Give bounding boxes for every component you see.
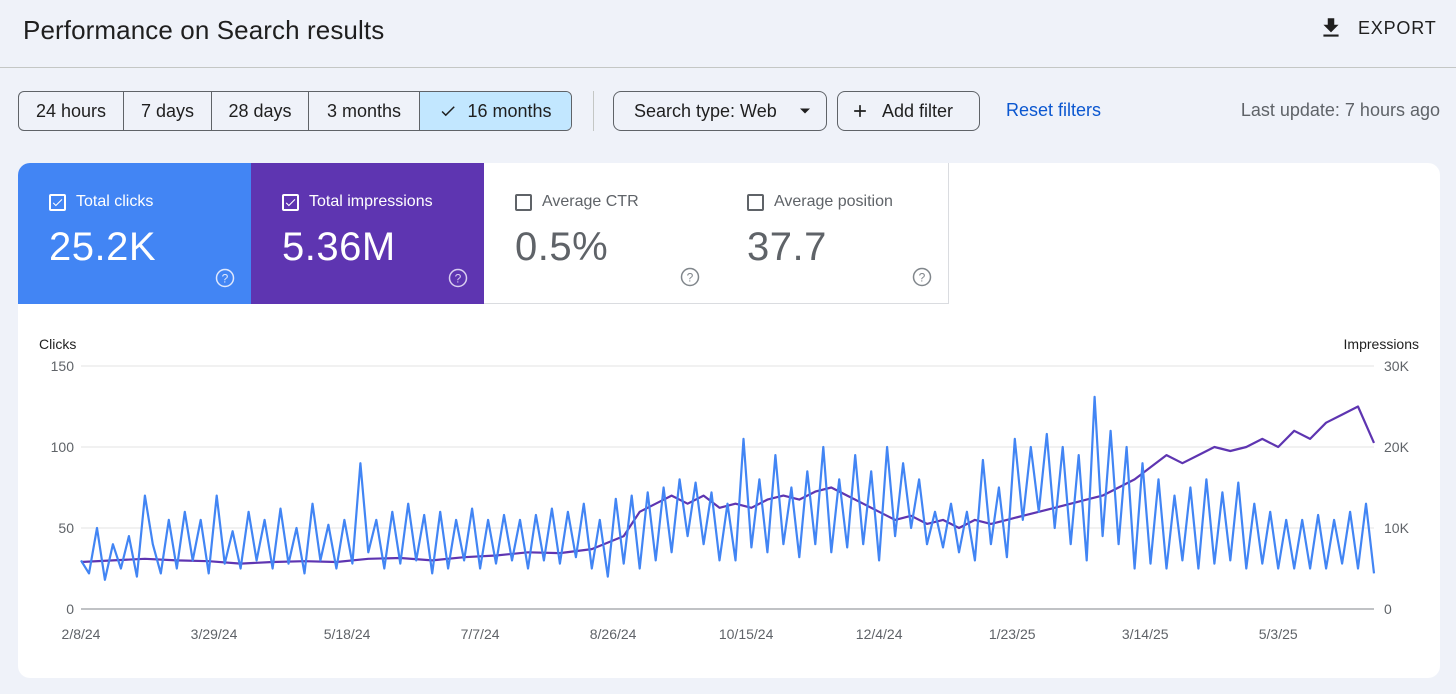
left-axis-title: Clicks (39, 336, 76, 352)
date-range-7-days[interactable]: 7 days (124, 92, 212, 130)
x-axis-tick-label: 7/7/24 (461, 626, 500, 642)
filter-bar: 24 hours 7 days 28 days 3 months 16 mont… (18, 91, 1448, 131)
help-icon[interactable]: ? (680, 267, 700, 287)
metric-total-impressions[interactable]: Total impressions 5.36M ? (251, 163, 484, 304)
impressions-series-line (80, 405, 1376, 565)
export-button[interactable]: EXPORT (1318, 12, 1437, 44)
date-range-24-hours[interactable]: 24 hours (19, 92, 124, 130)
left-axis-tick-label: 50 (58, 520, 74, 536)
date-range-selector: 24 hours 7 days 28 days 3 months 16 mont… (18, 91, 572, 131)
metric-average-ctr[interactable]: Average CTR 0.5% ? (484, 163, 717, 304)
x-axis-tick-label: 5/3/25 (1259, 626, 1298, 642)
add-filter-button[interactable]: Add filter (837, 91, 980, 131)
page-title: Performance on Search results (23, 15, 385, 45)
help-icon[interactable]: ? (448, 268, 468, 288)
metric-value: 37.7 (747, 225, 827, 269)
metric-average-position[interactable]: Average position 37.7 ? (716, 163, 949, 304)
performance-chart: 150 30K 100 20K 50 10K 0 0 Clicks Impressions 2/8/… (39, 336, 1419, 642)
x-axis-tick-label: 3/29/24 (191, 626, 238, 642)
svg-text:?: ? (687, 271, 694, 285)
dropdown-arrow-icon (799, 108, 810, 114)
export-label: EXPORT (1358, 17, 1437, 38)
clicks-series-line (80, 395, 1376, 581)
right-axis-tick-label: 0 (1384, 601, 1392, 617)
help-icon[interactable]: ? (215, 268, 235, 288)
metric-label: Average CTR (542, 193, 639, 210)
right-axis-tick-label: 20K (1384, 439, 1410, 455)
date-range-label: 3 months (326, 100, 402, 121)
date-range-label: 7 days (140, 100, 195, 121)
x-axis-tick-label: 1/23/25 (989, 626, 1036, 642)
date-range-16-months[interactable]: 16 months (420, 92, 571, 130)
metric-value: 0.5% (515, 225, 609, 269)
svg-text:?: ? (919, 271, 926, 285)
checkbox-unchecked-icon[interactable] (515, 193, 532, 211)
metric-label: Total impressions (309, 193, 433, 210)
date-range-28-days[interactable]: 28 days (212, 92, 309, 130)
page-header: Performance on Search results EXPORT (0, 0, 1456, 68)
search-type-label: Search type: Web (634, 100, 777, 121)
left-axis-tick-label: 150 (51, 358, 75, 374)
metric-value: 25.2K (49, 225, 157, 269)
date-range-label: 16 months (467, 100, 552, 121)
date-range-3-months[interactable]: 3 months (309, 92, 420, 130)
date-range-label: 24 hours (35, 100, 107, 121)
x-axis-tick-label: 10/15/24 (719, 626, 774, 642)
checkbox-checked-icon[interactable] (49, 193, 66, 211)
metric-label: Average position (774, 193, 893, 210)
metric-label: Total clicks (76, 193, 154, 210)
left-axis-tick-label: 100 (51, 439, 75, 455)
performance-card: Total clicks 25.2K ? Total impressions 5… (18, 163, 1440, 678)
metric-value: 5.36M (282, 225, 396, 269)
x-axis-tick-label: 8/26/24 (590, 626, 637, 642)
metric-total-clicks[interactable]: Total clicks 25.2K ? (18, 163, 251, 304)
svg-text:?: ? (222, 272, 229, 286)
right-axis-tick-label: 10K (1384, 520, 1410, 536)
x-axis-tick-label: 3/14/25 (1122, 626, 1169, 642)
plus-icon (854, 105, 866, 117)
checkbox-unchecked-icon[interactable] (747, 193, 764, 211)
check-icon (442, 106, 456, 117)
search-type-dropdown[interactable]: Search type: Web (613, 91, 827, 131)
x-axis-tick-label: 12/4/24 (856, 626, 903, 642)
checkbox-checked-icon[interactable] (282, 193, 299, 211)
date-range-label: 28 days (228, 100, 292, 121)
svg-text:?: ? (455, 272, 462, 286)
add-filter-label: Add filter (882, 100, 954, 121)
left-axis-tick-label: 0 (66, 601, 74, 617)
right-axis-title: Impressions (1344, 336, 1419, 352)
x-axis-tick-label: 5/18/24 (324, 626, 371, 642)
x-axis-tick-label: 2/8/24 (62, 626, 101, 642)
reset-filters-link[interactable]: Reset filters (1006, 100, 1102, 120)
download-icon (1323, 18, 1339, 37)
last-update-text: Last update: 7 hours ago (1240, 100, 1440, 120)
help-icon[interactable]: ? (912, 267, 932, 287)
right-axis-tick-label: 30K (1384, 358, 1410, 374)
filter-divider (593, 91, 594, 131)
